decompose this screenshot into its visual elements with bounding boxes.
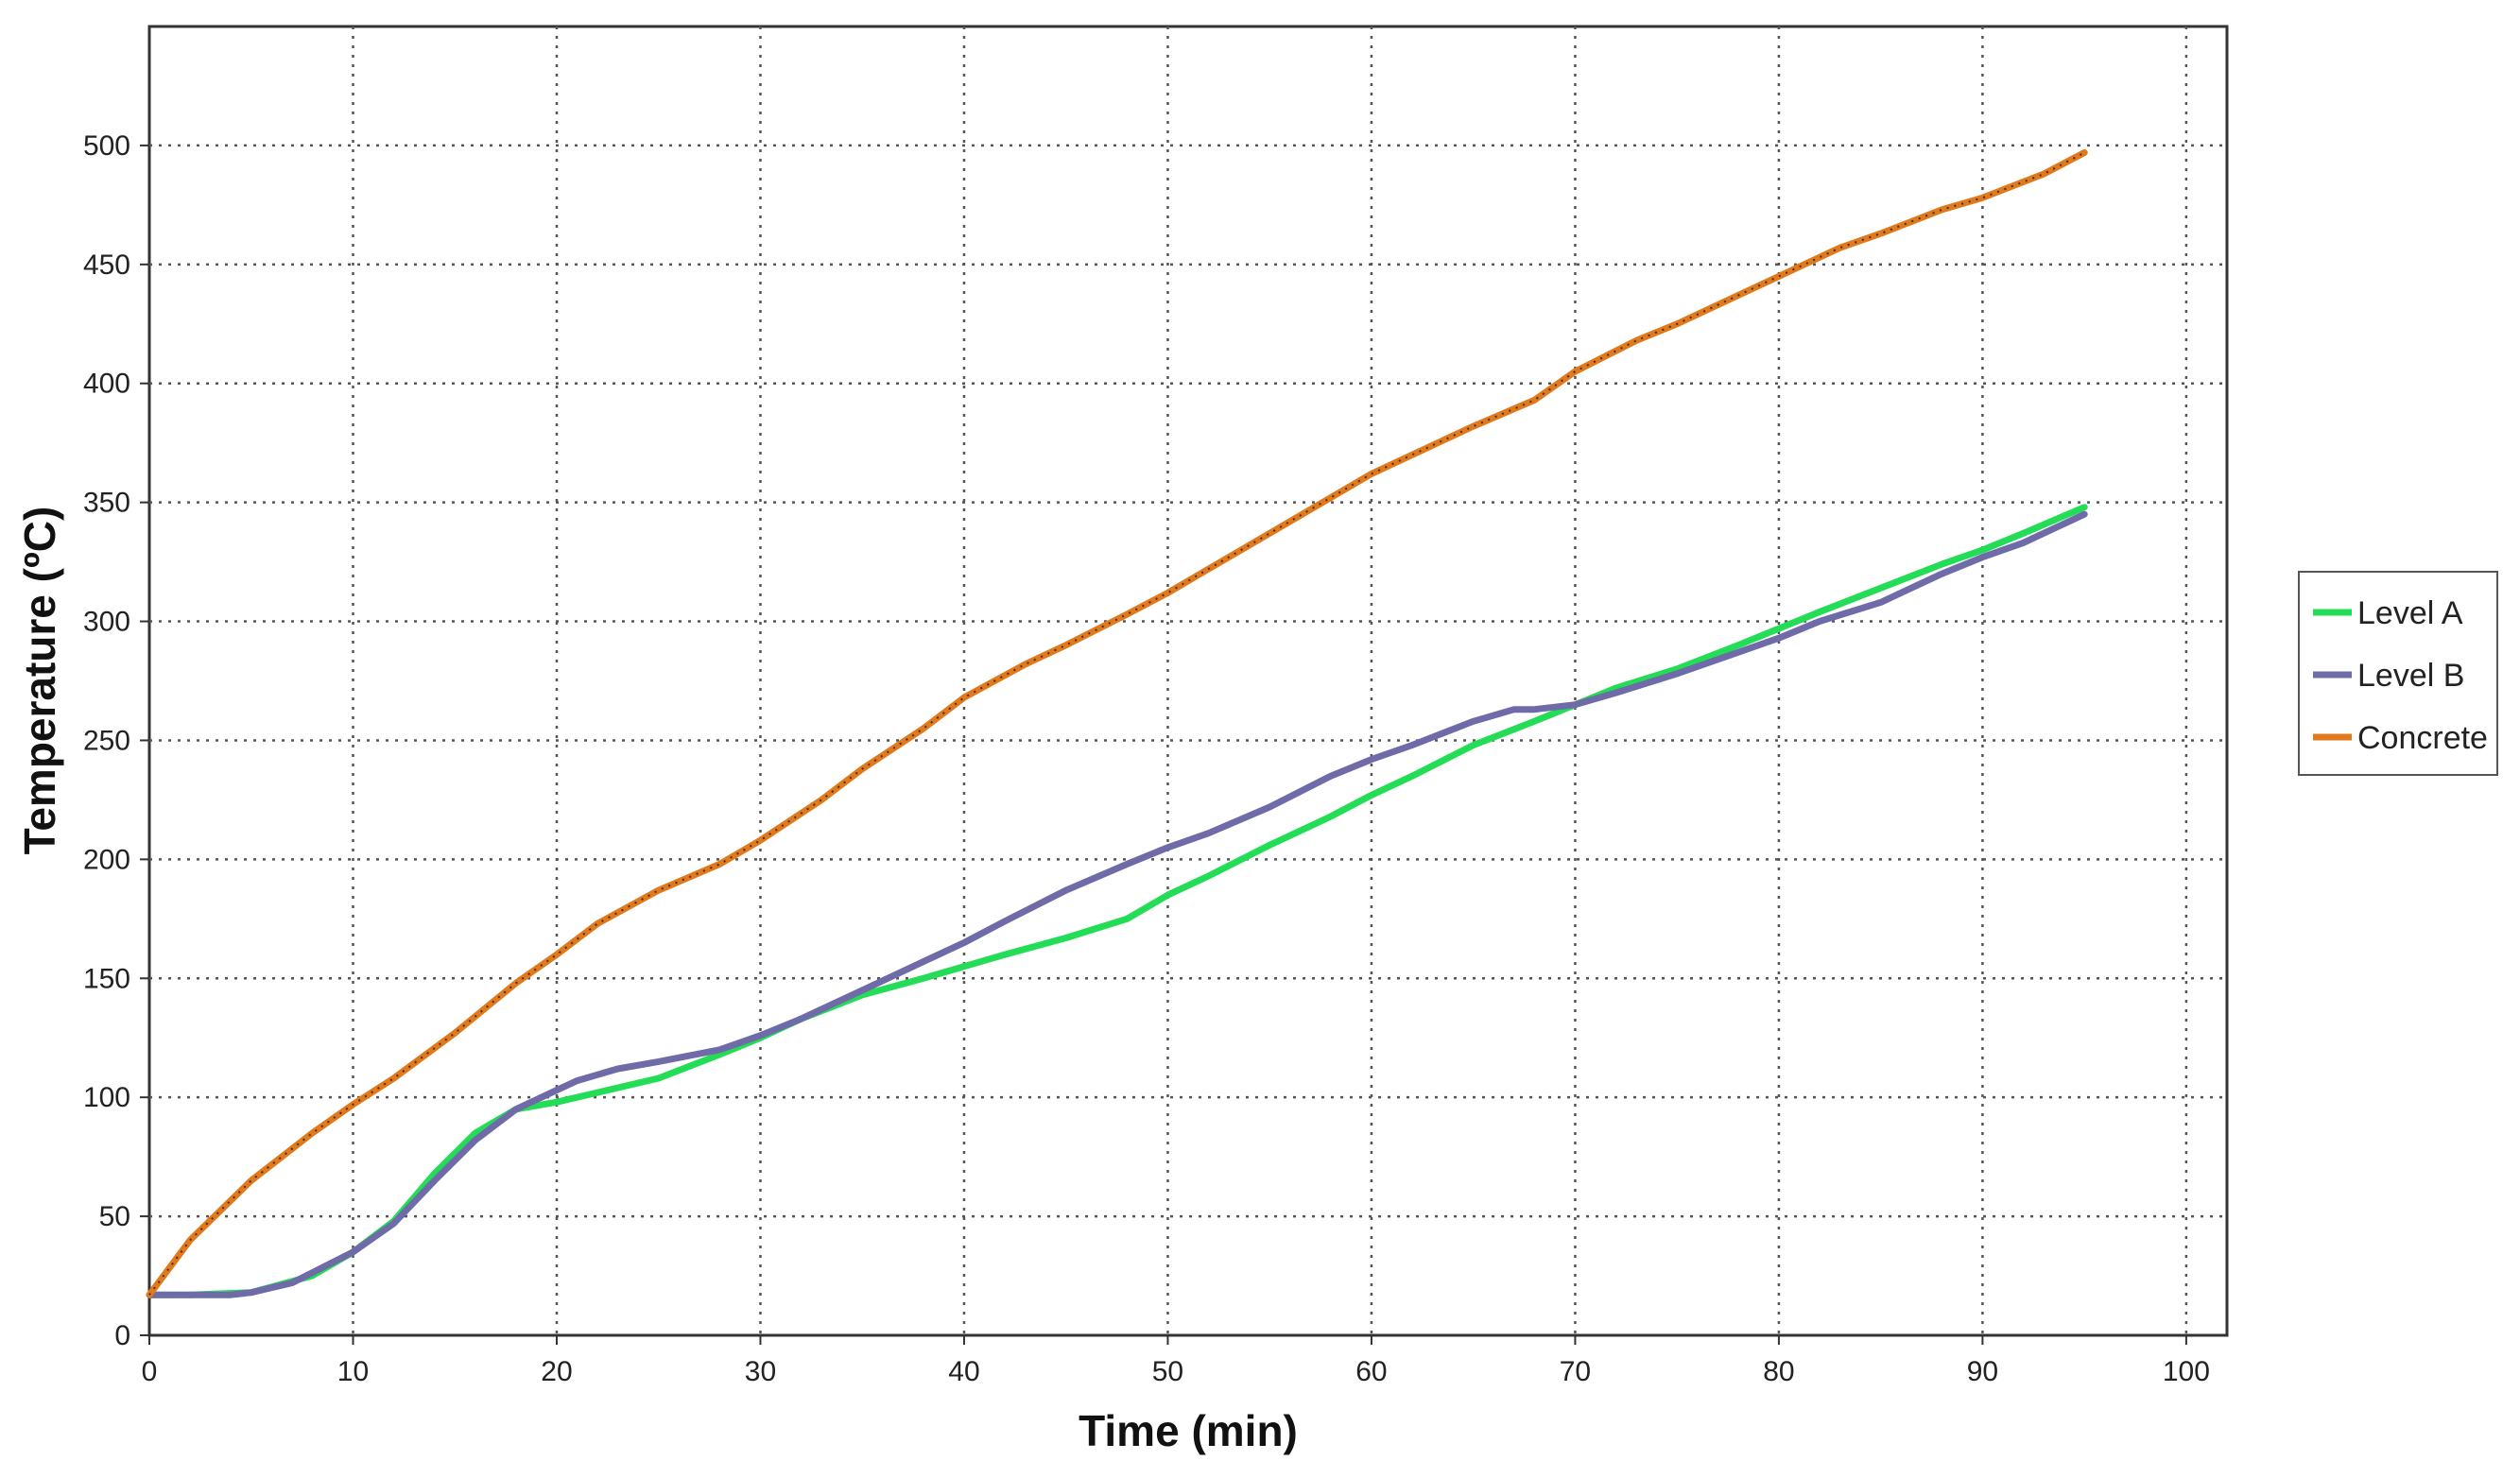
series-line-level-a (146, 504, 2088, 1298)
y-tick-label: 150 (83, 963, 130, 994)
grid-lines (149, 26, 2227, 1335)
legend-label-level-a: Level A (2357, 595, 2463, 631)
legend-label-level-b: Level B (2357, 658, 2464, 694)
x-axis-ticks: 0 10 20 30 40 50 60 70 80 90 100 (142, 1335, 2210, 1387)
x-tick-label: 70 (1560, 1356, 1591, 1387)
legend-label-concrete: Concrete (2357, 720, 2488, 756)
x-tick-label: 0 (142, 1356, 158, 1387)
x-tick-label: 20 (541, 1356, 572, 1387)
x-tick-label: 40 (948, 1356, 979, 1387)
legend: Level A Level B Concrete (2298, 571, 2498, 776)
y-tick-label: 300 (83, 607, 130, 638)
x-tick-label: 10 (337, 1356, 369, 1387)
series-line-level-b (146, 510, 2088, 1298)
y-axis-title: Temperature (ºC) (15, 507, 64, 855)
y-tick-label: 50 (99, 1201, 130, 1232)
y-tick-label: 250 (83, 725, 130, 756)
y-tick-label: 200 (83, 844, 130, 875)
y-tick-label: 0 (114, 1320, 130, 1351)
y-tick-label: 400 (83, 369, 130, 400)
x-tick-label: 60 (1355, 1356, 1387, 1387)
x-tick-label: 100 (2163, 1356, 2210, 1387)
series-markers-concrete (148, 151, 2085, 1296)
x-tick-label: 50 (1152, 1356, 1183, 1387)
x-tick-label: 30 (745, 1356, 776, 1387)
legend-items: Level A Level B Concrete (2313, 595, 2488, 756)
y-tick-label: 450 (83, 249, 130, 281)
series-lines (146, 149, 2088, 1298)
y-tick-label: 350 (83, 488, 130, 519)
y-axis-ticks: 0 50 100 150 200 250 300 350 400 450 500 (83, 130, 149, 1351)
plot-area (147, 25, 2229, 1337)
y-tick-label: 100 (83, 1082, 130, 1113)
y-tick-label: 500 (83, 130, 130, 162)
x-axis-title: Time (min) (1079, 1406, 1298, 1455)
x-tick-label: 90 (1967, 1356, 1998, 1387)
x-tick-label: 80 (1763, 1356, 1794, 1387)
